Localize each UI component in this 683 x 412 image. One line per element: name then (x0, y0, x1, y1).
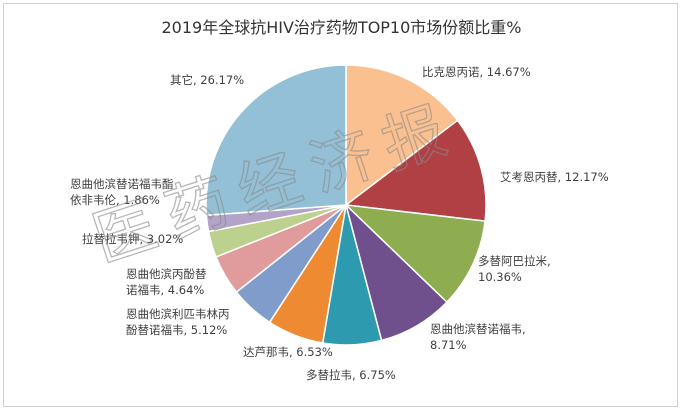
pie-slice-3 (343, 203, 486, 304)
slice-label-11: 其它, 26.17% (170, 73, 244, 87)
pie-slice-11 (205, 64, 347, 217)
slice-label-8: 恩曲他滨丙酚替诺福韦, 4.64% (126, 267, 207, 297)
pie-slice-2 (344, 119, 487, 222)
slice-label-7: 恩曲他滨利匹韦林丙酚替诺福韦, 5.12% (126, 307, 230, 337)
slice-label-1: 比克恩丙诺, 14.67% (422, 65, 531, 79)
chart-title: 2019年全球抗HIV治疗药物TOP10市场份额比重% (161, 18, 522, 37)
pie-slice-1 (345, 64, 459, 207)
slice-label-9: 拉替拉韦钾, 3.02% (82, 232, 183, 246)
slice-label-3: 多替阿巴拉米, 10.36% (478, 254, 551, 284)
slice-label-10: 恩曲他滨替诺福韦酯依非韦伦, 1.86% (70, 177, 174, 207)
slice-labels: 比克恩丙诺, 14.67% 艾考恩丙替, 12.17% 多替阿巴拉米, 10.36% 恩… (70, 65, 609, 382)
slice-label-4: 恩曲他滨替诺福韦, 8.71% (430, 322, 526, 352)
slice-label-6: 达芦那韦, 6.53% (243, 345, 333, 359)
slice-label-5: 多替拉韦, 6.75% (306, 368, 396, 382)
slice-label-2: 艾考恩丙替, 12.17% (500, 170, 609, 184)
pie-slices (205, 64, 487, 346)
